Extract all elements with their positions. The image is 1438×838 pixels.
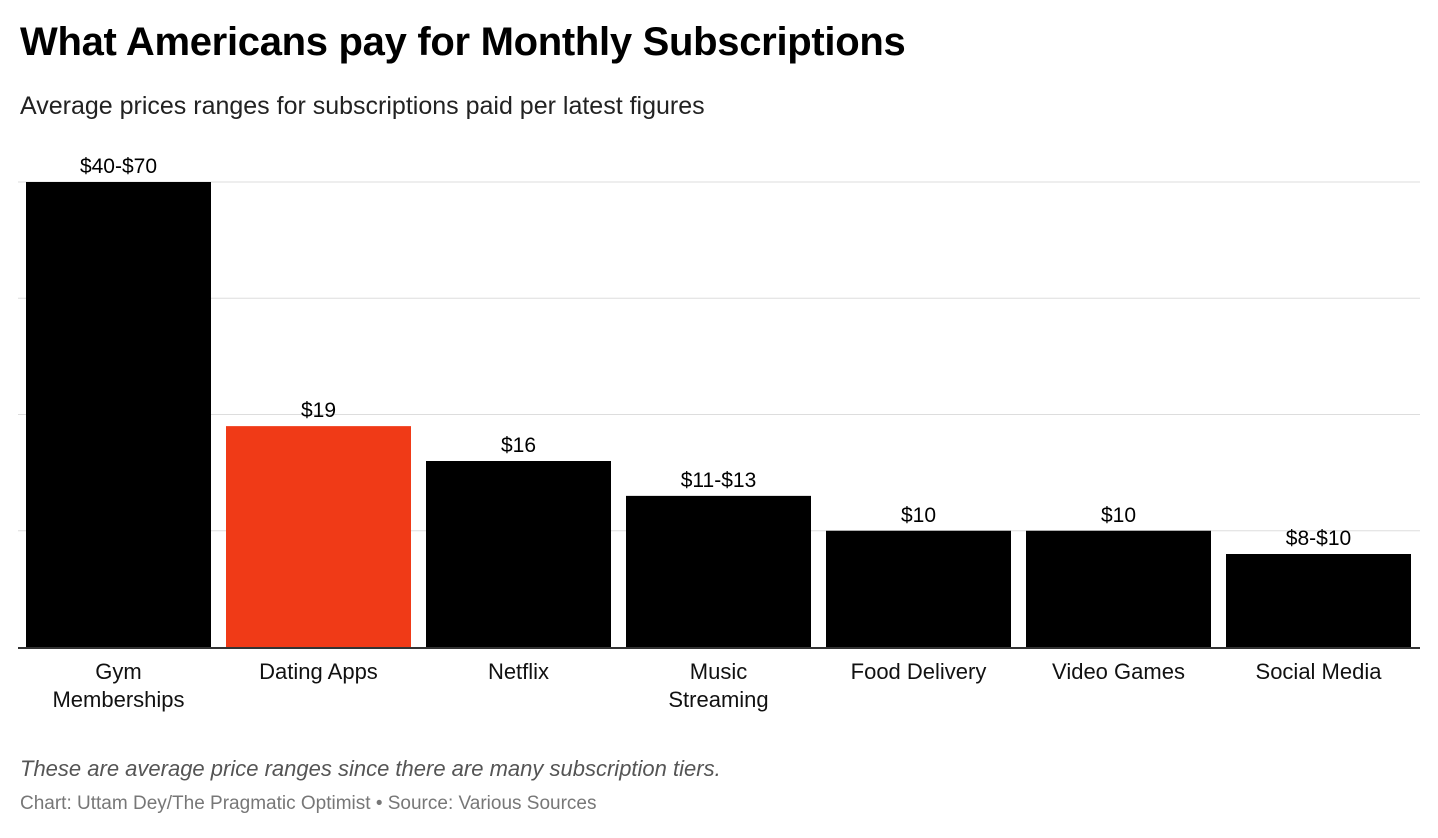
bar [1226, 554, 1411, 647]
category-label-line: Social Media [1256, 659, 1383, 684]
bar [826, 530, 1011, 647]
category-label: Netflix [488, 659, 549, 684]
category-label-line: Dating Apps [259, 659, 378, 684]
bar-value-label: $16 [501, 434, 536, 457]
chart-subtitle: Average prices ranges for subscriptions … [20, 92, 705, 120]
category-label: Food Delivery [851, 659, 987, 684]
bar-chart: $40-$70 Gym Memberships $19 Dating Apps $16 Ne… [18, 155, 1420, 712]
chart-title: What Americans pay for Monthly Subscript… [20, 20, 906, 64]
category-label: Music Streaming [668, 659, 768, 712]
category-label-line: Gym [95, 659, 141, 684]
category-label: Social Media [1256, 659, 1383, 684]
bar-value-label: $10 [901, 504, 936, 527]
bar [626, 495, 811, 647]
category-label-line: Music [690, 659, 747, 684]
chart-note: These are average price ranges since the… [20, 756, 721, 781]
bar-value-label: $10 [1101, 504, 1136, 527]
bar [226, 426, 411, 647]
bar [26, 182, 211, 647]
category-label-line: Streaming [668, 687, 768, 712]
bar [426, 461, 611, 647]
category-label: Gym Memberships [52, 659, 184, 712]
category-label-line: Video Games [1052, 659, 1185, 684]
category-label: Video Games [1052, 659, 1185, 684]
chart-credit: Chart: Uttam Dey/The Pragmatic Optimist … [20, 793, 597, 814]
bar-value-label: $40-$70 [80, 155, 157, 178]
category-label-line: Memberships [52, 687, 184, 712]
bar-value-label: $19 [301, 399, 336, 422]
bar-value-label: $11-$13 [681, 469, 757, 492]
category-label: Dating Apps [259, 659, 378, 684]
category-label-line: Food Delivery [851, 659, 987, 684]
bar [1026, 530, 1211, 647]
category-label-line: Netflix [488, 659, 549, 684]
bar-value-label: $8-$10 [1286, 527, 1351, 550]
